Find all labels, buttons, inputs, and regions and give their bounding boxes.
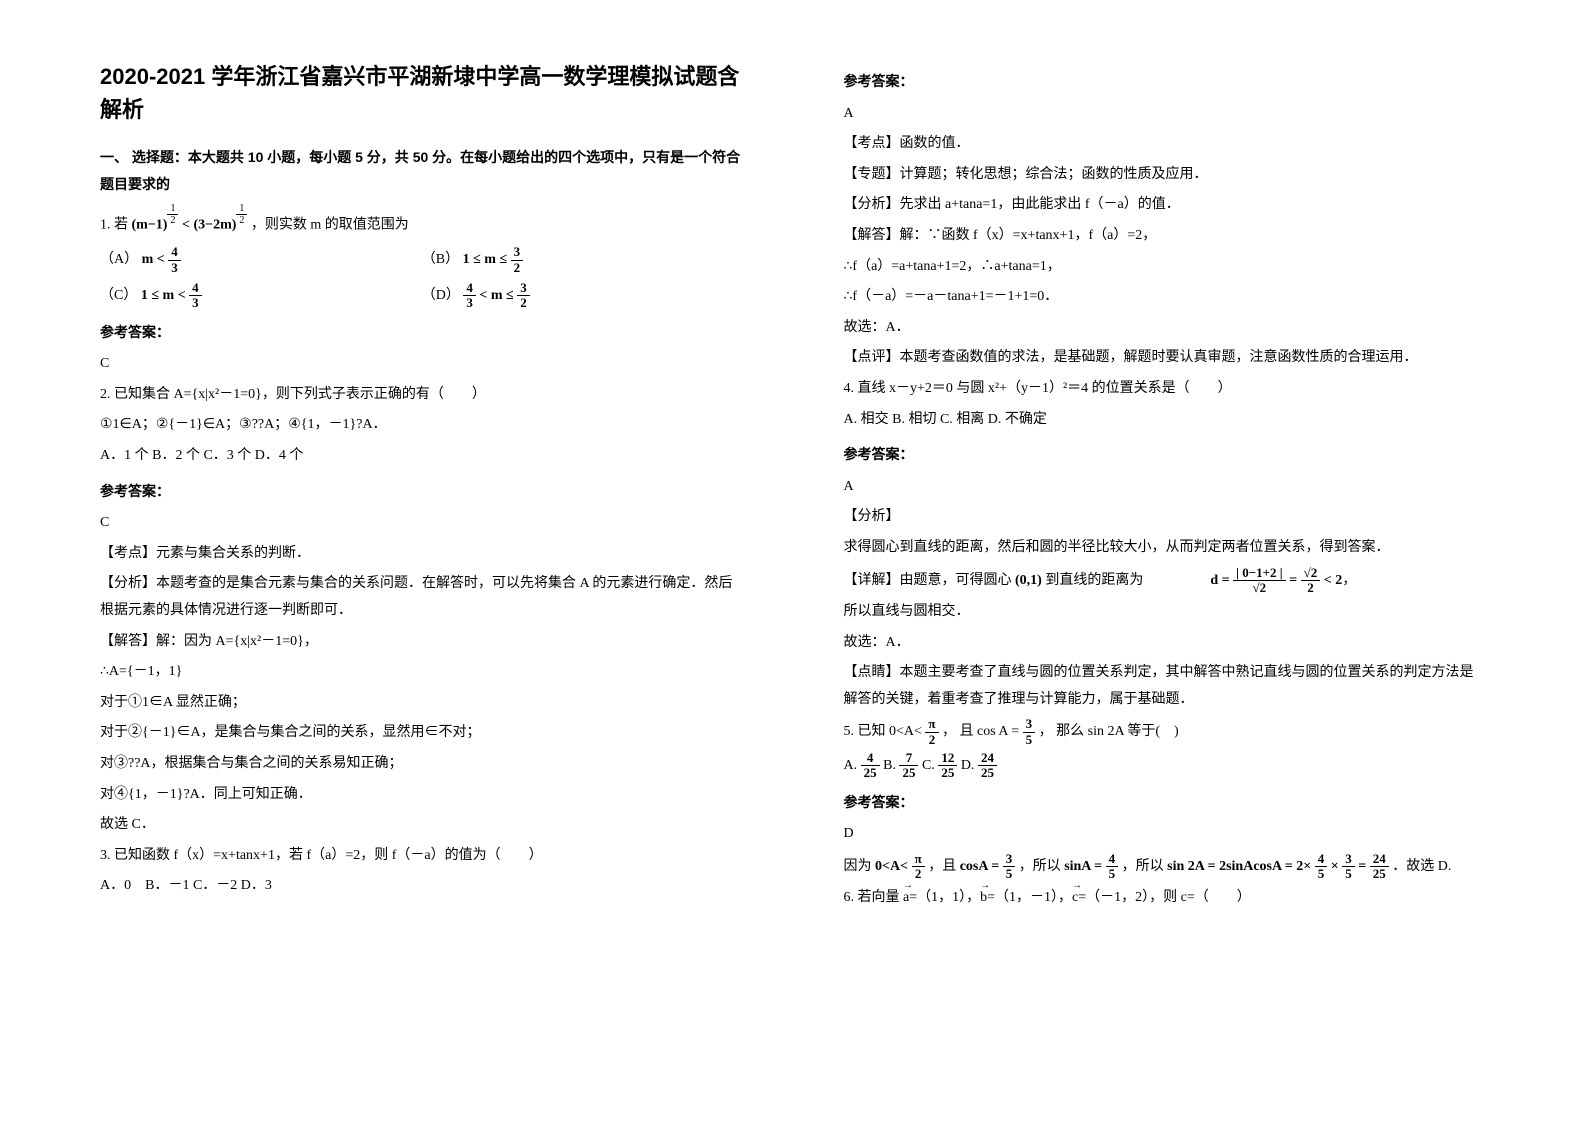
- q3-tag4: 【点评】本题考查函数值的求法，是基础题，解题时要认真审题，注意函数性质的合理运用…: [844, 345, 1488, 372]
- q2-sol2: ∴A={－1，1}: [100, 659, 744, 686]
- q4-answer-label: 参考答案：: [844, 443, 1488, 470]
- q2-stem: 2. 已知集合 A={x|x²－1=0}，则下列式子表示正确的有（ ）: [100, 382, 744, 409]
- section-heading: 一、 选择题：本大题共 10 小题，每小题 5 分，共 50 分。在每小题给出的…: [100, 144, 744, 197]
- q1-C: （C） 1 ≤ m < 43: [100, 281, 422, 311]
- q2-sol1: 【解答】解：因为 A={x|x²－1=0}，: [100, 629, 744, 656]
- q2-sol5: 对③??A，根据集合与集合之间的关系易知正确；: [100, 751, 744, 778]
- q1-op: <: [182, 218, 190, 233]
- q3-answer-label: 参考答案：: [844, 70, 1488, 97]
- q3-tag2: 【专题】计算题；转化思想；综合法；函数的性质及应用．: [844, 162, 1488, 189]
- page-title: 2020-2021 学年浙江省嘉兴市平湖新埭中学高一数学理模拟试题含解析: [100, 60, 744, 126]
- left-column: 2020-2021 学年浙江省嘉兴市平湖新埭中学高一数学理模拟试题含解析 一、 …: [0, 0, 794, 1122]
- q5-answer: D: [844, 821, 1488, 848]
- right-column: 参考答案： A 【考点】函数的值． 【专题】计算题；转化思想；综合法；函数的性质…: [794, 0, 1587, 1122]
- q4-stem: 4. 直线 x－y+2＝0 与圆 x²+（y－1）²＝4 的位置关系是（ ）: [844, 376, 1488, 403]
- q2-sol7: 故选 C．: [100, 812, 744, 839]
- q3-sol2: ∴f（a）=a+tana+1=2，∴a+tana=1，: [844, 254, 1488, 281]
- q1-base-left: (m−1): [132, 218, 168, 233]
- q3-options: A．0 B．－1 C．－2 D．3: [100, 873, 744, 900]
- q3-sol3: ∴f（－a）=－a－tana+1=－1+1=0．: [844, 284, 1488, 311]
- q1-exp-left: 12: [167, 203, 178, 226]
- q4-answer: A: [844, 474, 1488, 501]
- q1-answer: C: [100, 351, 744, 378]
- q2-sol6: 对④{1，－1}?A．同上可知正确．: [100, 782, 744, 809]
- q1-row-ab: （A） m < 43 （B） 1 ≤ m ≤ 32: [100, 245, 744, 275]
- q2-sol3: 对于①1∈A 显然正确；: [100, 690, 744, 717]
- q4-options: A. 相交 B. 相切 C. 相离 D. 不确定: [844, 407, 1488, 434]
- q4-sol2: 所以直线与圆相交．: [844, 599, 1488, 626]
- q1-suffix: ，则实数 m 的取值范围为: [251, 218, 409, 233]
- q1-row-cd: （C） 1 ≤ m < 43 （D） 43 < m ≤ 32: [100, 281, 744, 311]
- q3-tag3: 【分析】先求出 a+tana=1，由此能求出 f（－a）的值．: [844, 192, 1488, 219]
- q3-tag1: 【考点】函数的值．: [844, 131, 1488, 158]
- q2-tag2: 【分析】本题考查的是集合元素与集合的关系问题．在解答时，可以先将集合 A 的元素…: [100, 571, 744, 624]
- q5-stem: 5. 已知 0<A< π2 ， 且 cos A = 35 ， 那么 sin 2A…: [844, 717, 1488, 747]
- q4-sol3: 故选：A．: [844, 630, 1488, 657]
- q2-tag1: 【考点】元素与集合关系的判断．: [100, 541, 744, 568]
- q1-answer-label: 参考答案：: [100, 321, 744, 348]
- q2-sol4: 对于②{－1}∈A，是集合与集合之间的关系，显然用∈不对；: [100, 720, 744, 747]
- q2-answer: C: [100, 510, 744, 537]
- q3-sol1: 【解答】解：∵函数 f（x）=x+tanx+1，f（a）=2，: [844, 223, 1488, 250]
- q1-stem: 1. 若 (m−1)12 < (3−2m)12 ，则实数 m 的取值范围为: [100, 203, 744, 239]
- q3-stem: 3. 已知函数 f（x）=x+tanx+1，若 f（a）=2，则 f（－a）的值…: [100, 843, 744, 870]
- q5-options: A. 425 B. 725 C. 1225 D. 2425: [844, 751, 1488, 781]
- q6-stem: 6. 若向量 a=（1，1），b=（1，－1），c=（－1，2），则 c=（ ）: [844, 885, 1488, 912]
- q1-A: （A） m < 43: [100, 245, 422, 275]
- q3-sol4: 故选：A．: [844, 315, 1488, 342]
- q1-base-right: (3−2m): [193, 218, 236, 233]
- q1-B: （B） 1 ≤ m ≤ 32: [422, 245, 744, 275]
- q1-D: （D） 43 < m ≤ 32: [422, 281, 744, 311]
- q5-sol: 因为 0<A< π2 ，且 cosA = 35 ，所以 sinA = 45 ，所…: [844, 852, 1488, 882]
- q5-answer-label: 参考答案：: [844, 791, 1488, 818]
- q4-tag1: 【分析】: [844, 504, 1488, 531]
- q2-answer-label: 参考答案：: [100, 480, 744, 507]
- q3-answer: A: [844, 101, 1488, 128]
- q1-prefix: 1. 若: [100, 218, 128, 233]
- q2-options: A．1 个 B．2 个 C．3 个 D．4 个: [100, 443, 744, 470]
- q1-exp-right: 12: [236, 203, 247, 226]
- q4-tag3: 【点睛】本题主要考查了直线与圆的位置关系判定，其中解答中熟记直线与圆的位置关系的…: [844, 660, 1488, 713]
- q2-line2: ①1∈A；②{－1}∈A；③??A；④{1，－1}?A．: [100, 412, 744, 439]
- q4-tag2: 求得圆心到直线的距离，然后和圆的半径比较大小，从而判定两者位置关系，得到答案．: [844, 535, 1488, 562]
- q4-sol1: 【详解】由题意，可得圆心 (0,1) 到直线的距离为 d = | 0−1+2 |…: [844, 566, 1488, 596]
